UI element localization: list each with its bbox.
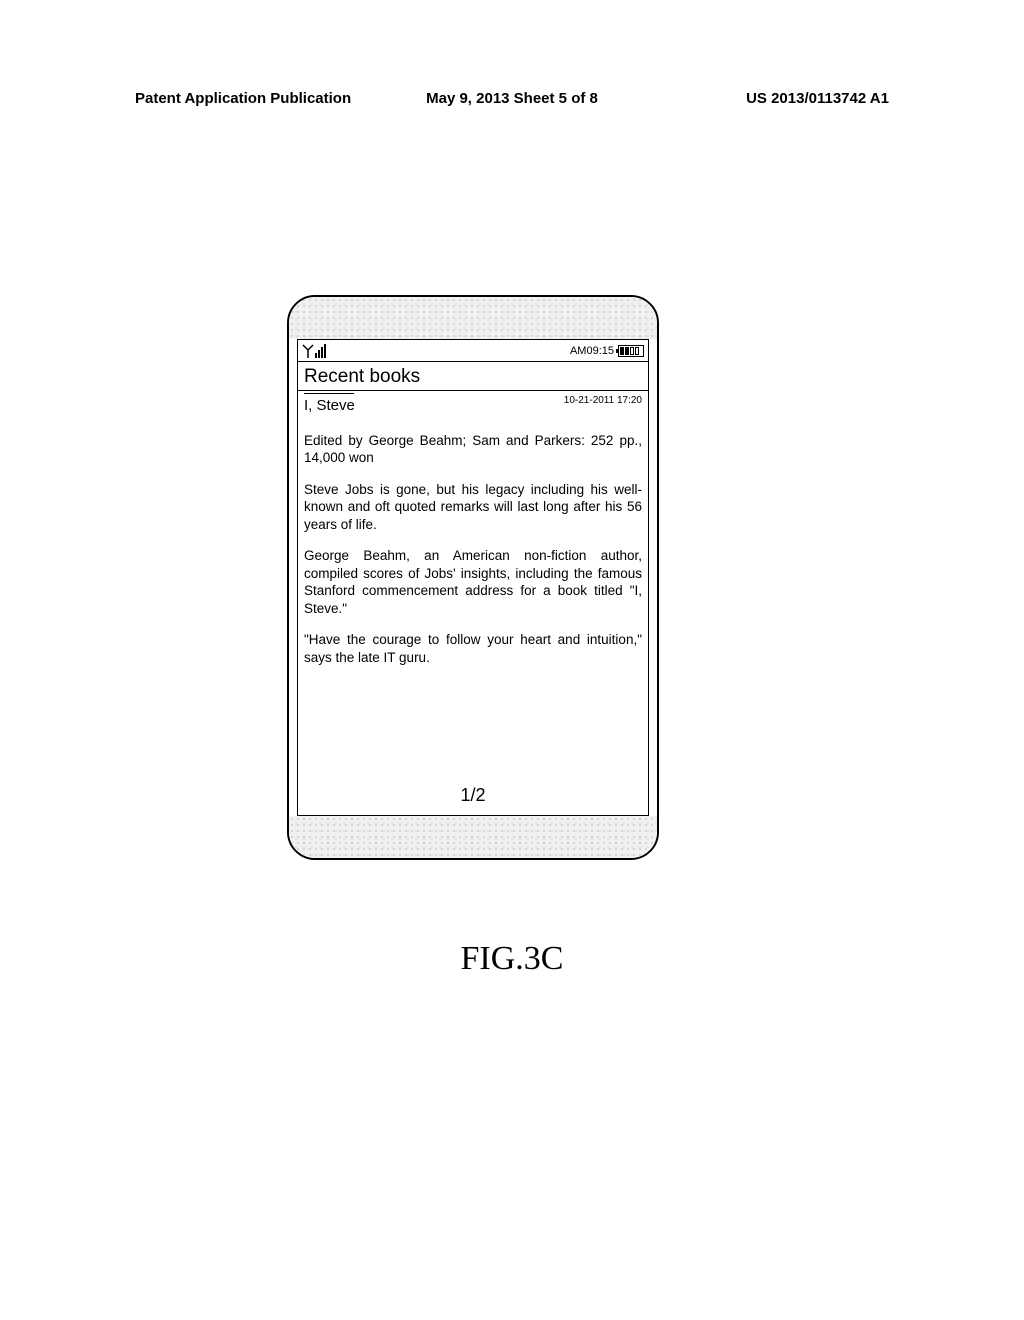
underline [304, 393, 354, 394]
book-paragraph: George Beahm, an American non-fiction au… [304, 547, 642, 617]
content-area: I, Steve 10-21-2011 17:20 Edited by Geor… [298, 391, 648, 815]
book-header: I, Steve 10-21-2011 17:20 [304, 393, 642, 416]
device-bezel-bottom [289, 816, 657, 858]
book-paragraph: Edited by George Beahm; Sam and Parkers:… [304, 432, 642, 467]
status-right: AM09:15 [570, 345, 644, 357]
spacer [304, 667, 642, 776]
book-title: I, Steve [304, 396, 355, 416]
signal-bar [321, 347, 323, 358]
header-left: Patent Application Publication [135, 90, 386, 107]
device-screen: AM09:15 Recent books I, Steve 10-21-20 [297, 339, 649, 816]
page-indicator: 1/2 [304, 776, 642, 811]
screen-title: Recent books [304, 366, 642, 388]
status-time: AM09:15 [570, 345, 614, 357]
signal-bar [315, 353, 317, 358]
title-bar: Recent books [298, 362, 648, 391]
battery-tip [616, 349, 618, 353]
battery-cell [635, 347, 639, 355]
battery-icon [618, 345, 644, 357]
header-center: May 9, 2013 Sheet 5 of 8 [386, 90, 637, 107]
device-bezel-top [289, 297, 657, 339]
signal-bar [318, 350, 320, 358]
figure-label: FIG.3C [0, 940, 1024, 978]
battery-cell [620, 347, 624, 355]
battery-cell [630, 347, 634, 355]
signal-bar [324, 344, 326, 358]
book-title-wrap: I, Steve [304, 393, 355, 416]
header-right: US 2013/0113742 A1 [638, 90, 889, 107]
book-paragraph: "Have the courage to follow your heart a… [304, 631, 642, 666]
device-frame: AM09:15 Recent books I, Steve 10-21-20 [287, 295, 659, 860]
page-header: Patent Application Publication May 9, 20… [0, 90, 1024, 107]
book-paragraph: Steve Jobs is gone, but his legacy inclu… [304, 481, 642, 534]
signal-icon [302, 344, 326, 358]
status-bar: AM09:15 [298, 340, 648, 362]
battery-cell [625, 347, 629, 355]
signal-bars [315, 344, 326, 358]
book-timestamp: 10-21-2011 17:20 [564, 393, 642, 407]
